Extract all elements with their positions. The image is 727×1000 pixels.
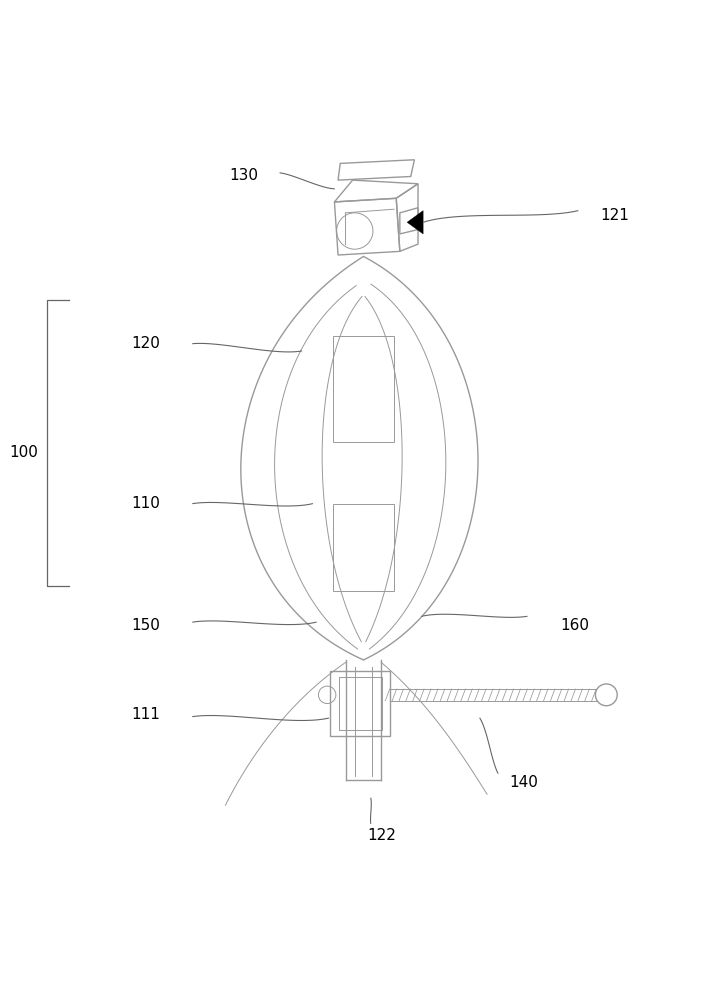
Text: 120: 120: [131, 336, 160, 351]
Text: 160: 160: [560, 618, 589, 633]
Text: 140: 140: [509, 775, 538, 790]
Text: 100: 100: [9, 445, 38, 460]
Text: 130: 130: [229, 168, 258, 183]
Text: 150: 150: [131, 618, 160, 633]
Polygon shape: [407, 211, 423, 234]
Text: 111: 111: [131, 707, 160, 722]
Text: 110: 110: [131, 496, 160, 511]
Text: 122: 122: [367, 828, 396, 843]
Text: 121: 121: [600, 208, 629, 223]
